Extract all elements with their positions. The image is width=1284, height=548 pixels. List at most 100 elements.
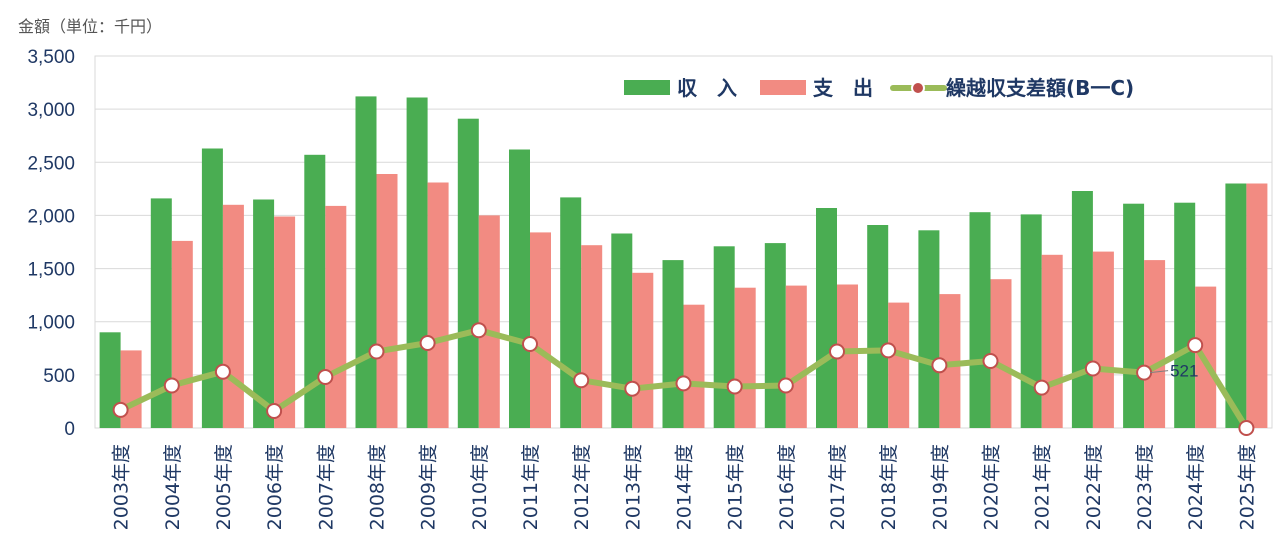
income-bar xyxy=(457,118,479,428)
balance-point xyxy=(1084,360,1101,377)
balance-point xyxy=(1136,364,1153,381)
x-tick-label: 2009年度 xyxy=(418,444,440,530)
y-axis: 0 500 1,000 1,500 2,000 2,500 3,000 3,500 xyxy=(27,47,75,440)
expense-bar xyxy=(734,287,756,428)
income-bar xyxy=(355,96,377,429)
income-bar xyxy=(1174,202,1196,428)
expense-bar xyxy=(837,284,858,428)
legend-label-income: 収 入 xyxy=(677,76,737,100)
income-bar xyxy=(816,208,837,428)
data-labels: 521 xyxy=(1150,362,1198,381)
expense-bar xyxy=(1092,251,1114,428)
legend-label-balance: 繰越収支差額(B一C) xyxy=(946,76,1134,100)
x-tick-label: 2003年度 xyxy=(111,444,133,530)
y-tick-label: 1,500 xyxy=(27,260,75,281)
x-axis: 2003年度 2004年度 2005年度 2006年度 2007年度 2008年度 2009… xyxy=(111,444,1259,530)
y-tick-label: 1,000 xyxy=(27,313,75,334)
y-tick-label: 2,500 xyxy=(27,153,75,174)
x-tick-label: 2025年度 xyxy=(1236,444,1258,530)
balance-point xyxy=(317,369,334,385)
expense-bar xyxy=(171,240,193,428)
y-tick-label: 500 xyxy=(43,366,75,387)
expense-bar xyxy=(1144,260,1166,428)
expense-bar xyxy=(632,272,654,428)
income-bar xyxy=(201,148,223,428)
x-tick-label: 2008年度 xyxy=(367,444,389,530)
balance-point xyxy=(266,403,283,419)
balance-point xyxy=(573,372,590,389)
x-tick-label: 2014年度 xyxy=(674,444,696,530)
income-bar xyxy=(406,97,428,428)
balance-point xyxy=(726,378,743,395)
expense-bar xyxy=(427,182,449,428)
income-bar xyxy=(1020,214,1042,428)
income-bar xyxy=(1225,183,1247,428)
x-tick-label: 2013年度 xyxy=(622,444,644,530)
legend-swatch-income xyxy=(624,80,670,95)
balance-point xyxy=(982,353,999,369)
expense-bar xyxy=(888,302,910,428)
income-bar xyxy=(253,199,275,428)
bars xyxy=(99,96,1268,429)
balance-point xyxy=(829,343,845,360)
legend-label-expense: 支 出 xyxy=(813,76,873,100)
income-bar xyxy=(560,197,582,428)
legend-marker-balance xyxy=(911,81,925,95)
balance-point xyxy=(675,375,692,392)
y-tick-label: 3,500 xyxy=(27,47,75,68)
balance-point xyxy=(163,377,180,394)
x-tick-label: 2004年度 xyxy=(162,444,184,530)
income-bar xyxy=(764,243,786,428)
income-bar xyxy=(611,233,633,428)
expense-bar xyxy=(1041,254,1063,428)
x-tick-label: 2005年度 xyxy=(213,444,235,530)
balance-point xyxy=(1187,337,1204,354)
expense-bar xyxy=(222,204,244,428)
balance-point xyxy=(214,363,231,380)
income-bar xyxy=(918,230,940,428)
income-bar xyxy=(509,149,530,428)
x-tick-label: 2024年度 xyxy=(1185,444,1207,530)
expense-bar xyxy=(1246,183,1268,428)
balance-point xyxy=(1033,379,1050,396)
x-tick-label: 2021年度 xyxy=(1032,444,1054,530)
expense-bar xyxy=(683,304,705,428)
expense-bar xyxy=(530,232,551,428)
balance-point xyxy=(624,380,641,397)
x-tick-label: 2022年度 xyxy=(1083,444,1105,530)
balance-point xyxy=(1238,420,1255,436)
balance-point xyxy=(931,357,948,374)
x-tick-label: 2018年度 xyxy=(878,444,900,530)
expense-bar xyxy=(581,245,603,428)
expense-bar xyxy=(990,279,1012,428)
income-bar xyxy=(969,212,991,428)
balance-point xyxy=(880,342,897,359)
data-label-leader xyxy=(1150,370,1169,374)
x-tick-label: 2007年度 xyxy=(315,444,337,530)
y-tick-label: 0 xyxy=(64,419,75,440)
balance-point xyxy=(470,322,487,339)
expense-bar xyxy=(376,174,398,428)
x-tick-label: 2015年度 xyxy=(725,444,747,530)
expense-bar xyxy=(478,215,500,428)
unit-label: 金額（単位：千円） xyxy=(18,17,162,36)
x-tick-label: 2016年度 xyxy=(776,444,798,530)
legend-swatch-expense xyxy=(760,80,806,95)
balance-point xyxy=(777,377,794,394)
income-bar xyxy=(150,198,172,428)
x-tick-label: 2019年度 xyxy=(929,444,951,530)
expense-bar xyxy=(274,216,296,428)
balance-point xyxy=(522,336,538,352)
balance-line xyxy=(112,322,1255,436)
income-bar xyxy=(867,225,889,428)
data-label: 521 xyxy=(1170,362,1198,381)
expense-bar xyxy=(939,294,961,428)
income-bar xyxy=(304,154,326,429)
x-tick-label: 2012年度 xyxy=(571,444,593,530)
income-bar xyxy=(713,246,735,428)
balance-point xyxy=(368,343,385,360)
balance-point xyxy=(419,335,436,351)
x-tick-label: 2010年度 xyxy=(469,444,491,530)
balance-point xyxy=(112,401,129,418)
